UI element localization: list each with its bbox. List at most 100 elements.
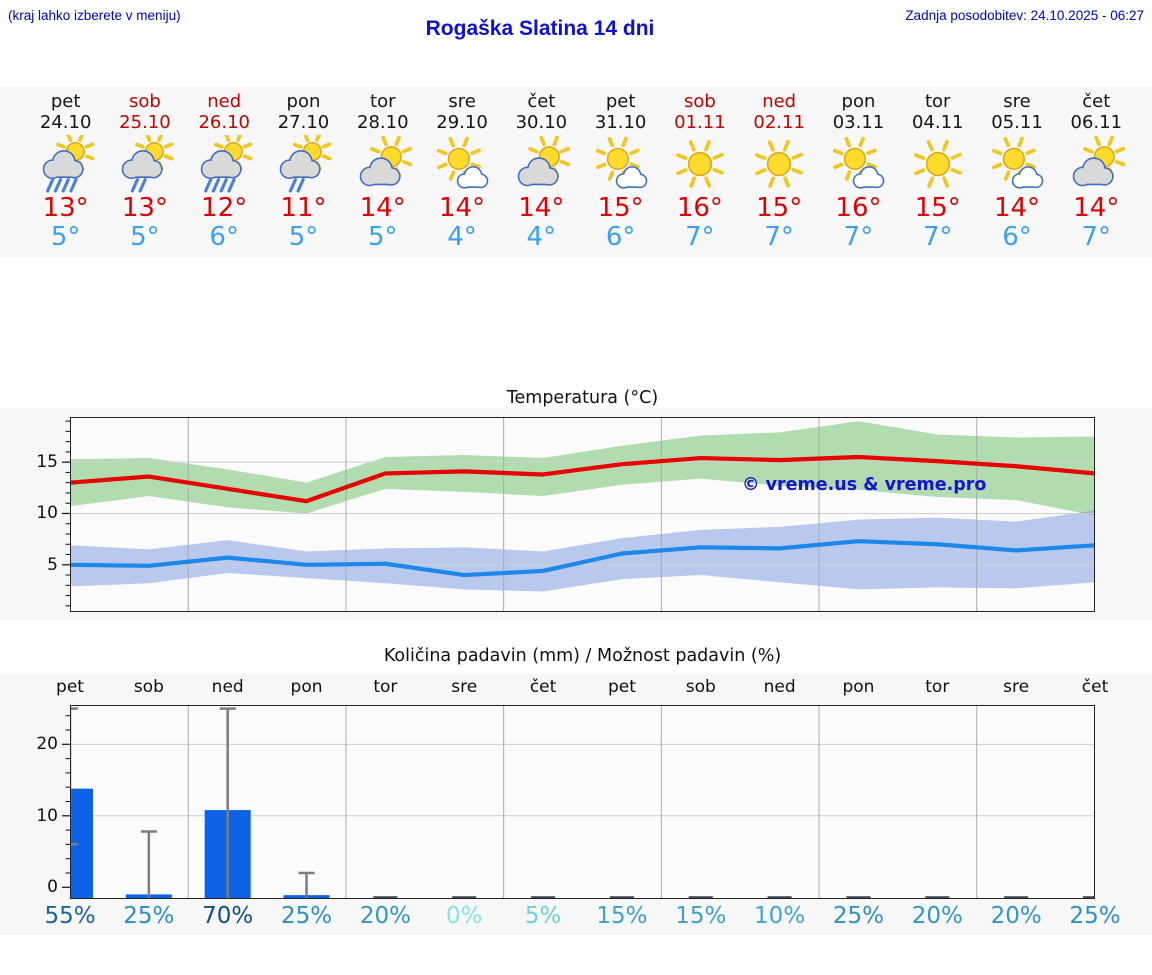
day-name: pet [605,91,636,112]
precip-day-label: pon [290,677,323,697]
precip-ytick-label: 0 [47,877,58,898]
day-name: ned [762,91,797,112]
low-temp: 6° [605,222,636,252]
menu-hint: (kraj lahko izberete v meniju) [8,8,181,23]
sun-cloud-light-rain-icon [264,134,343,194]
high-temp: 14° [993,193,1041,223]
precip-bar [531,896,556,898]
high-temp: 16° [835,193,882,223]
low-temp: 7° [1081,222,1112,252]
high-temp: 12° [201,193,248,223]
precip-probability: 25% [123,903,175,929]
high-temp: 15° [756,193,803,223]
day-date: 30.10 [515,112,568,133]
sun-cloud-light-rain-icon [105,134,184,194]
precip-day-label: sre [1003,677,1030,697]
day-name: pon [286,91,321,112]
precip-probability: 20% [911,903,963,929]
high-temp: 16° [676,193,723,223]
temp-ytick-label: 15 [36,452,58,473]
low-temp: 5° [50,222,81,252]
low-temp: 6° [209,222,239,252]
day-date: 26.10 [198,112,250,133]
day-date: 25.10 [119,112,171,133]
forecast-day: ned 02.11 15° 7° [740,87,819,257]
watermark: © vreme.us & vreme.pro [742,475,986,495]
partly-cloudy-icon [343,134,422,194]
temp-lines [70,454,1095,578]
day-date: 04.11 [911,112,964,133]
precip-day-label: sob [133,677,164,697]
day-date: 27.10 [277,112,330,133]
precip-probability: 70% [202,903,254,929]
day-name: sob [683,91,716,112]
forecast-day: ned 26.10 12° 6° [185,87,264,257]
low-temp: 7° [764,222,794,252]
day-date: 02.11 [753,112,805,133]
low-temp: 4° [447,222,477,252]
precip-probability: 25% [832,903,885,929]
precip-day-label: tor [925,677,950,697]
high-temp: 14° [359,193,406,223]
precip-whiskers [70,707,315,898]
temp-ytick-label: 10 [36,503,58,524]
mostly-sunny-icon [581,134,660,194]
precip-probability: 25% [280,903,333,929]
partly-cloudy-icon [1057,134,1136,194]
high-temp: 14° [1073,193,1120,223]
high-temp: 15° [914,193,961,223]
forecast-day: čet 06.11 14° 7° [1057,87,1136,257]
high-temp: 14° [518,193,565,223]
precip-probability: 20% [359,903,411,929]
temperature-chart: © vreme.us & vreme.pro [62,417,1095,612]
precip-bar [688,896,713,898]
precip-day-label: pet [56,677,84,697]
precip-probability: 10% [754,903,806,929]
precip-chart-title: Količina padavin (mm) / Možnost padavin … [383,646,782,666]
high-temp: 11° [280,193,327,223]
forecast-day: pon 03.11 16° 7° [819,87,898,257]
precip-bar [846,896,871,898]
precip-day-label: ned [763,677,796,697]
sunny-icon [660,134,739,194]
high-temp: 15° [597,193,644,223]
precip-day-label: sre [451,677,478,697]
forecast-day: pet 31.10 15° 6° [581,87,660,257]
precip-day-label: čet [1081,677,1109,697]
forecast-day: sre 29.10 14° 4° [422,87,501,257]
sun-cloud-heavy-rain-icon [185,134,264,194]
sunny-icon [740,134,819,194]
day-date: 29.10 [436,112,488,133]
forecast-day: pon 27.10 11° 5° [264,87,343,257]
forecast-day: sob 25.10 13° 5° [105,87,184,257]
precip-bar [452,896,477,898]
low-temp: 5° [130,222,160,252]
precip-day-label: pet [607,677,636,697]
precip-bar [767,896,792,898]
day-name: sob [129,91,161,112]
day-date: 24.10 [39,112,92,133]
precip-bar [1004,896,1029,898]
day-name: čet [527,91,556,112]
day-name: tor [924,91,951,112]
precip-bar [1083,896,1095,898]
low-temp: 5° [367,222,398,252]
forecast-day: sre 05.11 14° 6° [977,87,1056,257]
page-title: Rogaška Slatina 14 dni [425,17,655,40]
precip-probability: 15% [675,903,727,929]
min razpon-band [70,510,1095,592]
low-temp: 6° [1002,222,1032,252]
precip-probability: 20% [990,903,1042,929]
low-temp: 7° [685,222,715,252]
precip-probability: 15% [596,903,648,929]
low-temp: 4° [526,222,557,252]
precip-day-label: tor [373,677,398,697]
mostly-sunny-icon [422,134,501,194]
precip-bar [70,788,93,898]
precip-bar [373,896,398,898]
low-temp: 7° [843,222,874,252]
mostly-sunny-icon [977,134,1056,194]
precip-day-label: pon [842,677,875,697]
low-temp: 5° [288,222,319,252]
